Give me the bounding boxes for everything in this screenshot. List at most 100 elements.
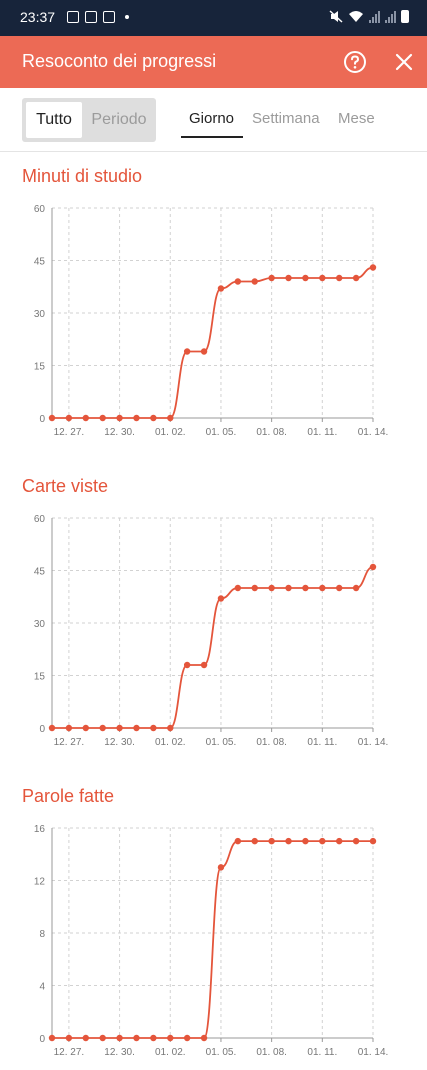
status-bar: 23:37 — [0, 0, 427, 36]
data-point — [336, 837, 343, 845]
data-point — [285, 584, 292, 592]
data-point — [167, 724, 174, 732]
data-point — [234, 584, 242, 592]
data-point — [319, 274, 326, 282]
y-tick-label: 12 — [34, 877, 46, 888]
x-tick-label: 01. 02. — [155, 1047, 186, 1058]
data-point — [167, 414, 174, 422]
data-point — [285, 274, 292, 282]
words-done-chart: 0 4 8 12 16 12. 27. 12. 30. 01. 02. 01. 05. 01. 0… — [34, 824, 389, 1058]
tab-month[interactable]: Mese — [338, 110, 375, 127]
signal-icon — [385, 10, 396, 23]
data-point — [200, 348, 208, 355]
data-point — [116, 724, 123, 732]
tab-day[interactable]: Giorno — [189, 110, 235, 127]
x-tick-label: 01. 08. — [256, 737, 287, 748]
data-point — [352, 837, 360, 845]
signal-icon — [369, 10, 380, 23]
toggle-all[interactable]: Tutto — [26, 102, 82, 138]
data-point — [48, 1034, 56, 1042]
chart-title-words-done: Parole fatte — [22, 786, 115, 806]
data-point — [352, 274, 360, 282]
data-point — [319, 584, 326, 592]
data-point — [133, 1034, 140, 1042]
data-point — [285, 837, 292, 845]
x-tick-label: 01. 14. — [358, 737, 389, 748]
data-point — [133, 414, 140, 422]
data-point — [116, 1034, 123, 1042]
data-point — [99, 1034, 106, 1042]
status-time: 23:37 — [20, 9, 56, 25]
y-tick-label: 60 — [34, 204, 46, 215]
series-line — [52, 266, 374, 419]
x-tick-label: 12. 30. — [104, 427, 135, 438]
data-point — [48, 414, 56, 422]
x-tick-label: 12. 30. — [104, 1047, 135, 1058]
mute-icon — [329, 10, 343, 23]
data-point — [336, 584, 343, 592]
data-point — [369, 264, 377, 271]
data-point — [65, 724, 73, 732]
series-line — [52, 566, 374, 729]
data-point — [116, 414, 123, 422]
data-point — [183, 661, 191, 669]
data-point — [133, 724, 140, 732]
data-point — [183, 1034, 191, 1042]
data-point — [65, 414, 73, 422]
data-point — [234, 278, 242, 285]
y-tick-label: 0 — [39, 724, 45, 735]
system-icons — [329, 10, 409, 23]
data-point — [268, 584, 275, 592]
data-point — [82, 1034, 89, 1042]
photo-icon — [67, 11, 79, 23]
tab-indicator — [181, 136, 243, 138]
data-point — [302, 584, 309, 592]
data-point — [150, 414, 157, 422]
y-tick-label: 15 — [34, 362, 46, 373]
y-tick-label: 60 — [34, 514, 46, 525]
help-circle-icon[interactable] — [343, 50, 367, 74]
y-tick-label: 45 — [34, 257, 46, 268]
toggle-period[interactable]: Periodo — [91, 111, 147, 128]
data-point — [200, 661, 208, 669]
x-tick-label: 01. 05. — [206, 737, 237, 748]
x-tick-label: 12. 27. — [54, 737, 85, 748]
data-point — [99, 414, 106, 422]
x-tick-label: 01. 11. — [307, 737, 337, 748]
data-point — [302, 837, 309, 845]
notification-icons — [67, 11, 129, 23]
y-tick-label: 30 — [34, 309, 46, 320]
data-point — [251, 584, 258, 592]
chart-title-cards-seen: Carte viste — [22, 476, 109, 496]
data-point — [352, 584, 360, 592]
tab-week[interactable]: Settimana — [252, 110, 320, 127]
dot-icon — [125, 15, 129, 19]
series-line — [52, 840, 373, 1039]
x-tick-label: 01. 02. — [155, 737, 186, 748]
x-tick-label: 12. 27. — [54, 1047, 85, 1058]
y-tick-label: 0 — [39, 414, 45, 425]
x-tick-label: 12. 27. — [54, 427, 85, 438]
range-toggle: Tutto Periodo — [22, 98, 156, 142]
y-tick-label: 30 — [34, 619, 46, 630]
data-point — [302, 274, 309, 282]
battery-icon — [401, 10, 409, 23]
x-tick-label: 01. 05. — [206, 427, 237, 438]
data-point — [268, 274, 275, 282]
y-tick-label: 15 — [34, 672, 46, 683]
data-point — [150, 724, 157, 732]
y-tick-label: 0 — [39, 1034, 45, 1045]
x-tick-label: 01. 02. — [155, 427, 186, 438]
x-tick-label: 12. 30. — [104, 737, 135, 748]
x-tick-label: 01. 05. — [206, 1047, 237, 1058]
x-tick-label: 01. 11. — [307, 427, 337, 438]
data-point — [369, 563, 377, 571]
data-point — [150, 1034, 157, 1042]
x-tick-label: 01. 11. — [307, 1047, 337, 1058]
app-bar: Resoconto dei progressi — [0, 36, 427, 88]
data-point — [234, 837, 242, 845]
filter-bar: Tutto Periodo Giorno Settimana Mese — [0, 88, 427, 152]
close-icon[interactable] — [393, 51, 415, 73]
x-tick-label: 01. 14. — [358, 427, 389, 438]
x-tick-label: 01. 14. — [358, 1047, 389, 1058]
